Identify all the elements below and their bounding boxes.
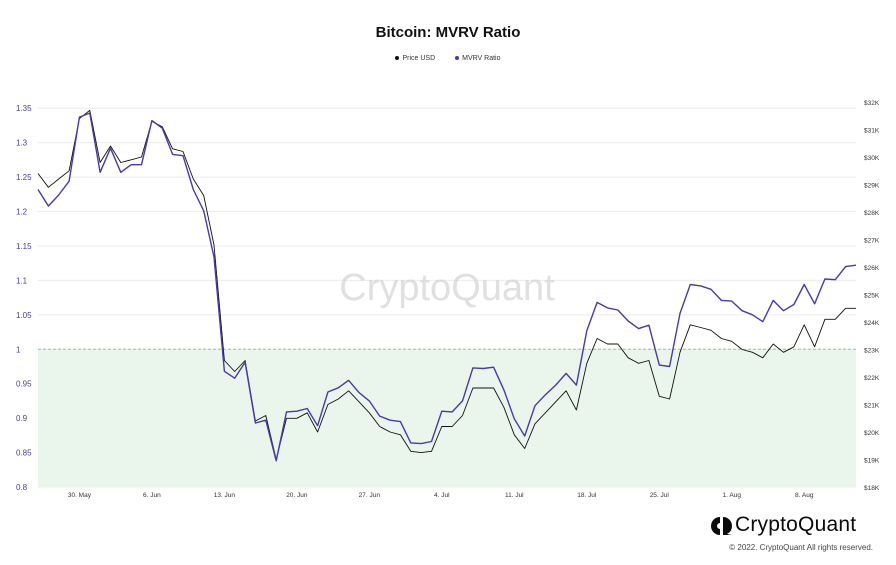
x-tick-label: 11. Jul [505,492,524,499]
y-left-tick-label: 1.2 [16,208,28,217]
y-right-tick-label: $25K [864,293,880,300]
chart-title: Bitcoin: MVRV Ratio [375,24,521,41]
y-right-tick-label: $24K [864,320,880,327]
y-right-tick-label: $27K [864,238,880,245]
x-tick-label: 13. Jun [214,492,236,499]
y-right-tick-label: $26K [864,265,880,272]
y-right-tick-label: $29K [864,183,880,190]
x-tick-label: 25. Jul [650,492,670,499]
watermark-text: CryptoQuant [339,267,555,309]
y-axis-left: 0.8 0.85 0.9 0.95 1 1.05 1.1 1.15 1.2 1.25 1.3 1.35 [16,104,32,492]
y-left-tick-label: 1.25 [16,173,32,182]
y-left-tick-label: 0.8 [16,483,28,492]
below-one-shaded-area [38,349,856,487]
series-line-mvrv-ratio[interactable] [37,112,857,462]
x-tick-label: 18. Jul [577,492,597,499]
y-right-tick-label: $28K [864,210,880,217]
chart-legend: Price USD MVRV Ratio [0,55,896,62]
cryptoquant-logo-icon [711,517,732,535]
y-left-tick-label: 0.85 [16,449,32,458]
y-right-tick-label: $20K [864,430,880,437]
series-group [37,109,857,462]
y-right-tick-label: $32K [864,100,880,107]
y-left-tick-label: 1.15 [16,242,32,251]
y-left-tick-label: 1.05 [16,311,32,320]
legend-label-price: Price USD [402,55,436,62]
y-right-tick-label: $19K [864,458,880,465]
y-left-tick-label: 1 [16,345,21,354]
y-right-tick-label: $30K [864,155,880,162]
x-tick-label: 8. Aug [795,492,814,499]
x-tick-label: 30. May [68,492,92,499]
y-right-tick-label: $18K [864,485,880,492]
x-tick-label: 1. Aug [723,492,742,499]
y-left-tick-label: 0.9 [16,414,28,423]
legend-marker-price [395,56,400,61]
x-tick-label: 20. Jun [286,492,308,499]
y-left-tick-label: 1.35 [16,104,32,113]
x-tick-label: 27. Jun [359,492,381,499]
y-axis-right: $18K $19K $20K $21K $22K $23K $24K $25K $26K $27K… [864,100,880,492]
series-line-price-usd[interactable] [37,109,856,460]
y-left-tick-label: 0.95 [16,380,32,389]
y-right-tick-label: $23K [864,348,880,355]
legend-item-mvrv[interactable]: MVRV Ratio [455,55,501,62]
y-right-tick-label: $31K [864,128,880,135]
legend-item-price[interactable]: Price USD [395,55,435,62]
copyright-text: © 2022. CryptoQuant All rights reserved. [729,543,873,552]
y-right-tick-label: $22K [864,375,880,382]
y-left-tick-label: 1.1 [16,276,28,285]
x-axis: 30. May 6. Jun 13. Jun 20. Jun 27. Jun 4. Jul… [68,492,814,499]
legend-marker-mvrv [455,56,460,61]
y-left-tick-label: 1.3 [16,139,28,148]
brand-name: CryptoQuant [735,513,857,536]
y-right-tick-label: $21K [864,403,880,410]
x-tick-label: 4. Jul [434,492,450,499]
legend-label-mvrv: MVRV Ratio [462,55,501,62]
x-tick-label: 6. Jun [143,492,161,499]
